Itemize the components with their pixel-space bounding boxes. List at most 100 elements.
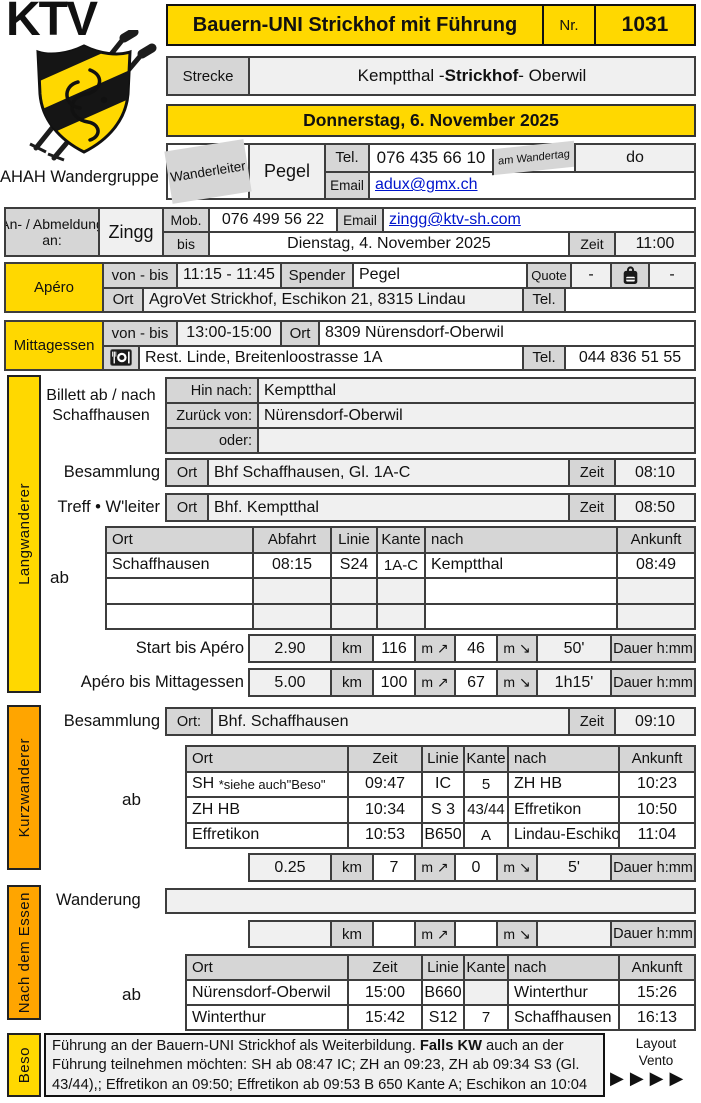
cell-linie: S24 (330, 553, 376, 577)
anmeldung-email[interactable]: zingg@ktv-sh.com (382, 209, 694, 231)
mittagessen-ort-label: Ort (280, 322, 318, 345)
descent-icon: m ↘ (496, 855, 536, 880)
lw-besammlung-ort: Bhf Schaffhausen, Gl. 1A-C (207, 460, 568, 485)
cell-zeit: 15:00 (347, 981, 421, 1004)
dauer-label: Dauer h:mm (610, 670, 694, 695)
logo-block: KTV (0, 0, 162, 200)
stats-ascent (372, 922, 414, 946)
cell-ort (107, 579, 252, 603)
ne-transit-table: Ort Zeit Linie Kante nach Ankunft Nürens… (185, 954, 696, 1031)
anmeldung-contact: Mob. 076 499 56 22 Email zingg@ktv-sh.co… (162, 209, 694, 255)
stats-label-apero-mittag: Apéro bis Mittagessen (80, 673, 244, 691)
col-header-nach: nach (424, 528, 616, 552)
beso-text-rest: auch an der Führung teilnehmen möchten: … (52, 1038, 588, 1093)
anmeldung-label: An- / Abmeldung an: (6, 209, 98, 255)
oder-label: oder: (167, 429, 257, 452)
logo-subtitle: AHAH Wandergruppe (0, 168, 159, 186)
cell-ort: Winterthur (187, 1006, 347, 1029)
treff-ort-label: Ort (167, 495, 207, 520)
wanderleiter-block: Wanderleiter Pegel Tel. 076 435 66 10 am… (164, 139, 696, 204)
lw-besammlung-ort-label: Ort (167, 460, 207, 485)
layout-credit-line2: Vento (638, 1052, 674, 1068)
col-header-nach: nach (507, 956, 618, 979)
lw-table-row (107, 602, 694, 628)
ascent-icon: m ↗ (414, 855, 454, 880)
billett-label-line2: Schaffhausen (52, 407, 150, 424)
kw-table-row: Effretikon 10:53 B650 A Lindau-Eschikon … (187, 821, 694, 847)
strecke-to: - Oberwil (518, 66, 587, 85)
cell-linie: B650 (421, 823, 463, 847)
treff-label: Treff • W'leiter (57, 498, 160, 516)
ktv-wordmark: KTV (6, 0, 98, 46)
cell-nach: ZH HB (507, 772, 618, 796)
anmeldung-deadline: Dienstag, 4. November 2025 (208, 233, 568, 255)
wanderleiter-email[interactable]: adux@gmx.ch (368, 172, 694, 198)
email-label: Email (326, 172, 368, 198)
beso-band: Beso (7, 1033, 41, 1097)
stats-label-start-apero: Start bis Apéro (135, 639, 244, 657)
cell-nach: Winterthur (507, 981, 618, 1004)
mittagessen-label: Mittagessen (6, 322, 102, 369)
beso-text-bold: Falls KW (419, 1038, 482, 1054)
wanderleiter-name: Pegel (248, 145, 324, 198)
descent-icon: m ↘ (496, 636, 536, 661)
cell-kante: 5 (463, 772, 507, 796)
cell-kante (376, 604, 424, 628)
cell-abfahrt (252, 579, 330, 603)
email-link[interactable]: adux@gmx.ch (375, 176, 478, 194)
apero-vonbis-label: von - bis (104, 264, 176, 287)
wanderung-label: Wanderung (56, 891, 141, 909)
cell-ankunft (616, 579, 694, 603)
anmeldung-label-line2: an: (42, 232, 62, 248)
billett-label-line1: Billett ab / nach (46, 387, 156, 404)
kw-transit-table: Ort Zeit Linie Kante nach Ankunft SH *si… (185, 745, 696, 849)
anmeldung-email-link[interactable]: zingg@ktv-sh.com (389, 211, 521, 228)
km-label: km (330, 855, 372, 880)
quote-dash-1: - (570, 264, 610, 287)
kw-besammlung-zeit: 09:10 (614, 709, 694, 734)
cell-zeit: 15:42 (347, 1006, 421, 1029)
lw-table-header: Ort Abfahrt Linie Kante nach Ankunft (107, 528, 694, 552)
cell-ort-main: SH (192, 775, 215, 793)
apero-vonbis: 11:15 - 11:45 (176, 264, 280, 287)
quote-label: Quote (526, 264, 570, 287)
kw-table-row: SH *siehe auch"Beso" 09:47 IC 5 ZH HB 10… (187, 770, 694, 796)
apero-tel-label: Tel. (522, 288, 564, 311)
am-wandertag-value: do (574, 145, 694, 171)
lw-besammlung-label: Besammlung (63, 463, 160, 481)
anmeldung-mob: 076 499 56 22 (208, 209, 336, 231)
stats-descent: 46 (454, 636, 496, 661)
cell-zeit: 10:34 (347, 798, 421, 822)
mittagessen-tel-label: Tel. (522, 346, 564, 369)
cell-ort: Nürensdorf-Oberwil (187, 981, 347, 1004)
kw-besammlung-label: Besammlung (63, 712, 160, 730)
ne-table-header: Ort Zeit Linie Kante nach Ankunft (187, 956, 694, 979)
wanderleiter-tel: 076 435 66 10 (368, 145, 492, 171)
cell-ort: SH *siehe auch"Beso" (187, 772, 347, 796)
ktv-shield-logo-icon (29, 30, 157, 162)
col-header-abfahrt: Abfahrt (252, 528, 330, 552)
tel-label: Tel. (326, 145, 368, 171)
kw-table-row: ZH HB 10:34 S 3 43/44 Effretikon 10:50 (187, 796, 694, 822)
col-header-ort: Ort (187, 747, 347, 771)
forward-arrows[interactable]: ▶▶▶▶ (610, 1068, 690, 1088)
quote-dash-2: - (648, 264, 694, 287)
cell-linie (330, 579, 376, 603)
strecke-label: Strecke (168, 58, 248, 94)
cell-nach: Schaffhausen (507, 1006, 618, 1029)
beso-note: Führung an der Bauern-UNI Strickhof als … (44, 1033, 605, 1097)
cell-ankunft: 15:26 (618, 981, 694, 1004)
lw-table-row: Schaffhausen 08:15 S24 1A-C Kemptthal 08… (107, 551, 694, 577)
cell-linie: IC (421, 772, 463, 796)
apero-tel (564, 288, 694, 311)
km-label: km (330, 670, 372, 695)
km-label: km (330, 636, 372, 661)
anmeldung-email-label: Email (336, 209, 382, 231)
mob-label: Mob. (164, 209, 208, 231)
mittagessen-block: Mittagessen von - bis 13:00-15:00 Ort 83… (4, 320, 696, 371)
cell-ort: Schaffhausen (107, 553, 252, 577)
apero-ort: AgroVet Strickhof, Eschikon 21, 8315 Lin… (142, 288, 522, 311)
date-bar: Donnerstag, 6. November 2025 (166, 104, 696, 137)
backpack-icon (610, 264, 648, 287)
